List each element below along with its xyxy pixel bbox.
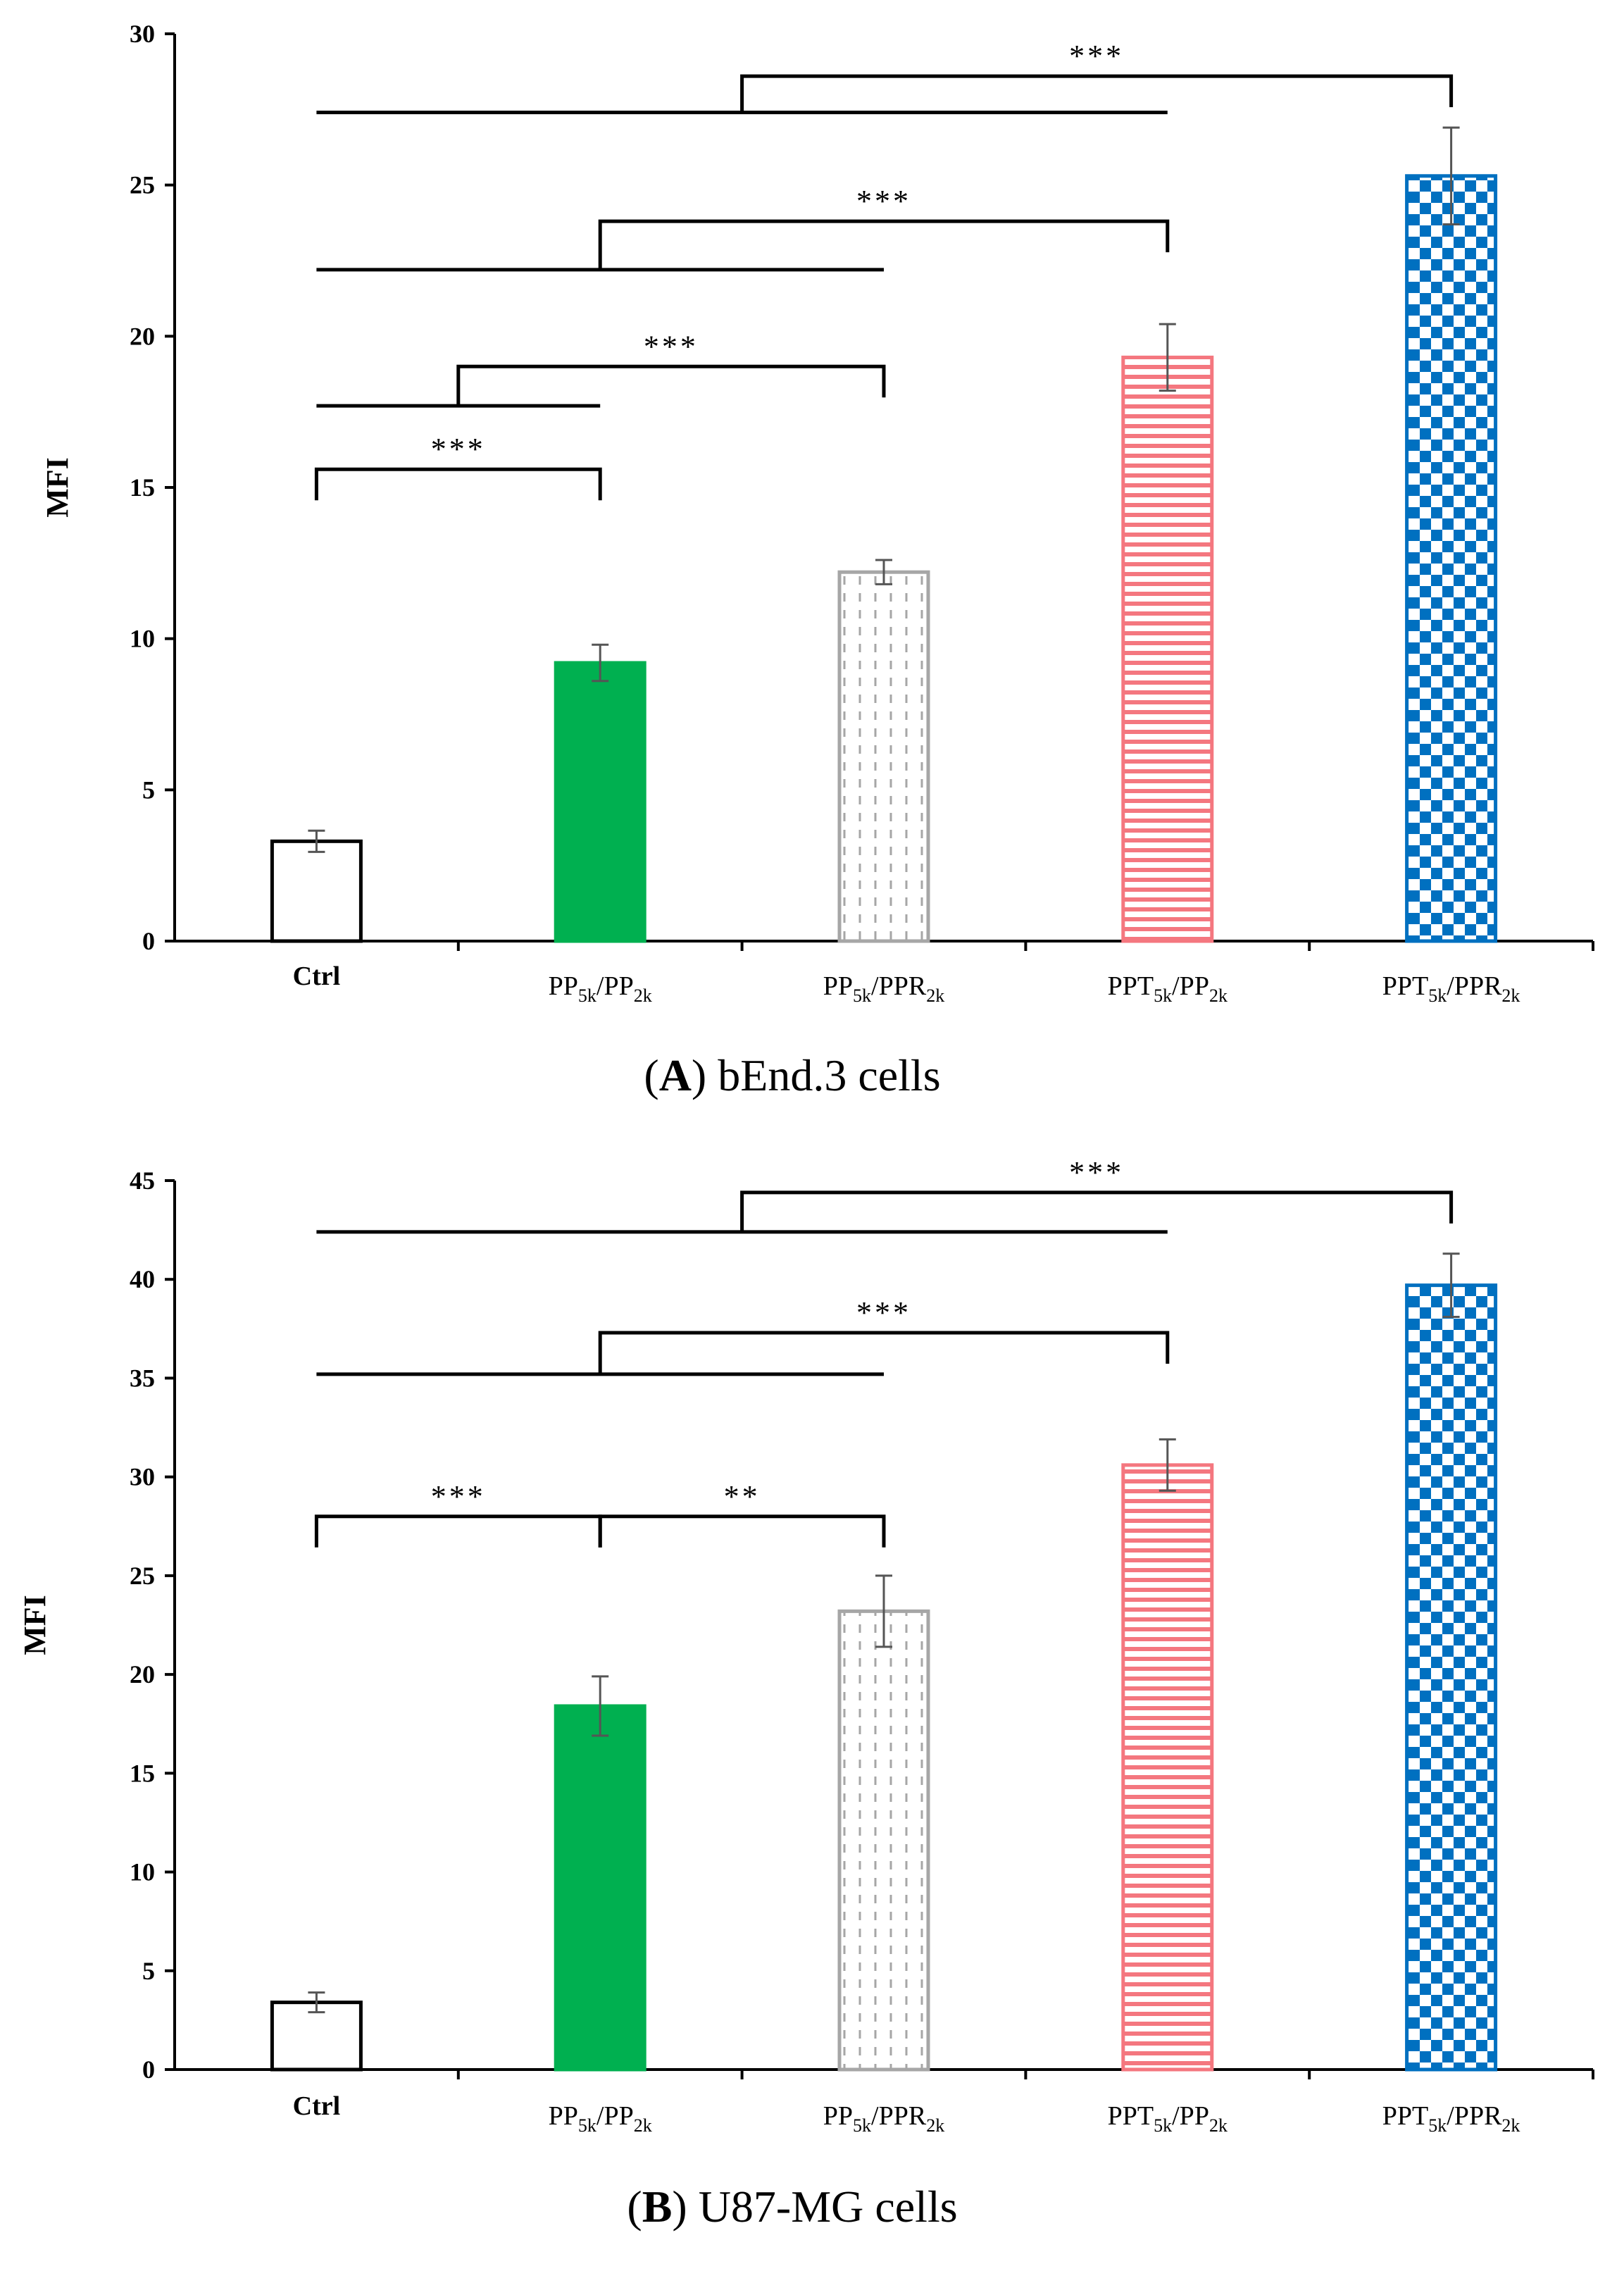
error-bar-0 [308,1991,325,2014]
bar-2 [837,570,930,943]
panel-caption: (B) U87-MG cells [627,2182,957,2232]
x-category-label: PP5k/PPR2k [823,2101,944,2136]
error-bar-4 [1442,1252,1460,1319]
x-category-label: PPT5k/PPR2k [1382,971,1520,1006]
x-category-label: Ctrl [293,962,341,991]
bar-3 [1121,1463,1214,2072]
significance-label: *** [1069,39,1124,73]
y-tick-label: 40 [130,1265,155,1293]
significance-bracket-3 [316,1190,1454,1234]
significance-bracket-0 [314,1514,602,1548]
error-bar-2 [875,559,892,585]
x-category-label: PP5k/PPR2k [823,971,944,1006]
bar-2 [837,1609,930,2072]
error-bar-3 [1158,1438,1176,1492]
y-tick-label: 35 [130,1364,155,1392]
significance-bracket-2 [316,1331,1170,1376]
error-bar-1 [592,643,609,683]
bar-0 [270,839,363,943]
y-axis-label: MFI [40,457,75,518]
significance-label: *** [431,432,486,466]
bar-0 [270,2001,363,2072]
x-category-label: PPT5k/PP2k [1108,2101,1228,2136]
y-tick-label: 45 [130,1166,155,1195]
x-category-label: Ctrl [293,2091,341,2121]
y-tick-label: 20 [130,1660,155,1688]
panel-b: 0 5 10 15 20 25 30 35 40 45 MFI Ctrl PP5k/PP2k PP5k/P… [18,1155,1594,2232]
y-tick-label: 10 [130,1858,155,1886]
y-tick-label: 15 [130,1759,155,1787]
bar-1 [554,1704,647,2072]
significance-bracket-0 [314,467,602,501]
y-tick-label: 0 [142,927,155,955]
significance-bracket-3 [316,74,1454,115]
y-tick-label: 5 [142,776,155,804]
y-tick-label: 20 [130,322,155,350]
significance-label: ** [724,1479,761,1514]
significance-label: *** [431,1479,486,1514]
error-bar-1 [592,1675,609,1737]
y-tick-label: 25 [130,171,155,199]
significance-bracket-1 [598,1514,886,1548]
bar-4 [1405,1283,1498,2072]
significance-label: *** [856,184,911,218]
x-category-label: PPT5k/PPR2k [1382,2101,1520,2136]
y-tick-label: 5 [142,1957,155,1985]
x-category-label: PP5k/PP2k [549,971,652,1006]
significance-bracket-1 [316,364,886,408]
significance-label: *** [644,329,699,363]
y-tick-label: 30 [130,20,155,48]
y-tick-label: 25 [130,1562,155,1590]
y-tick-label: 10 [130,625,155,653]
y-tick-label: 30 [130,1463,155,1491]
error-bar-2 [875,1574,892,1648]
x-category-label: PPT5k/PP2k [1108,971,1228,1006]
error-bar-4 [1442,126,1460,225]
panel-a: 0 5 10 15 20 25 30 MFI Ctrl PP5k/PP2k PP5k/PPR2k PP… [40,20,1594,1100]
bar-3 [1121,355,1214,943]
bar-1 [554,661,647,943]
error-bar-3 [1158,323,1176,392]
bar-4 [1405,174,1498,943]
significance-bracket-2 [316,219,1170,272]
panel-caption: (A) bEnd.3 cells [644,1050,940,1100]
y-axis-label: MFI [18,1595,52,1655]
significance-label: *** [856,1295,911,1330]
error-bar-0 [308,829,325,853]
significance-label: *** [1069,1155,1124,1190]
x-category-label: PP5k/PP2k [549,2101,652,2136]
y-tick-label: 15 [130,473,155,502]
y-tick-label: 0 [142,2055,155,2084]
